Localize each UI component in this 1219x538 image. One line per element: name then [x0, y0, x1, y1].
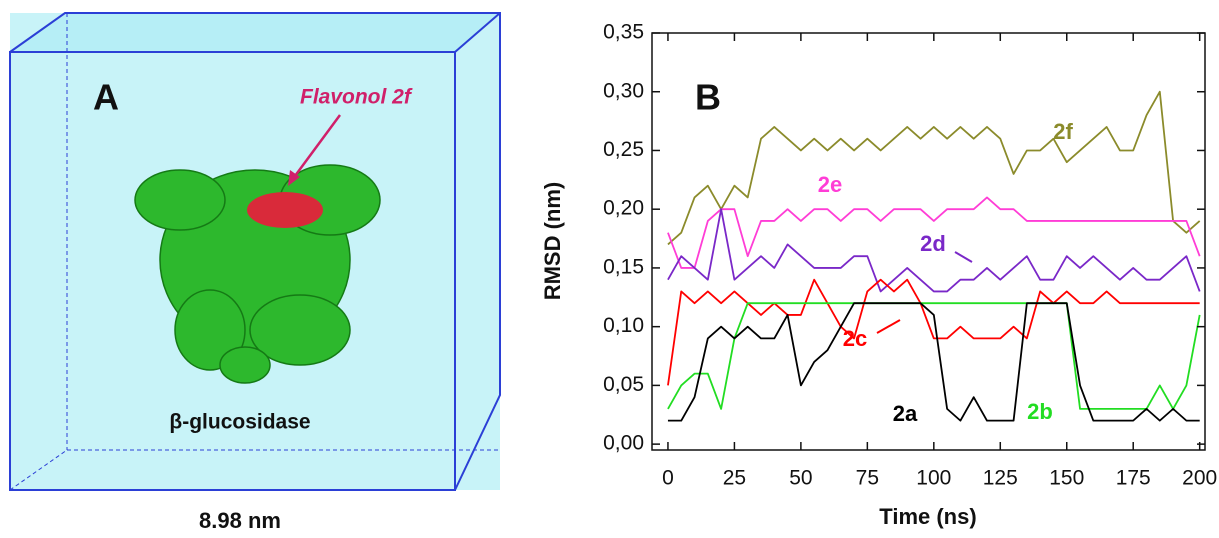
- series-line: [667, 302, 1201, 410]
- series-line: [667, 302, 1200, 422]
- series-label: 2f: [1053, 119, 1073, 144]
- arrow-head: [288, 170, 300, 186]
- ligand: [247, 192, 323, 228]
- series-line: [667, 90, 1201, 246]
- x-tick-label: 125: [983, 467, 1018, 490]
- protein: [134, 164, 381, 384]
- x-axis-label: Time (ns): [879, 504, 976, 529]
- plot-frame: [651, 32, 1206, 451]
- series-label: 2b: [1027, 399, 1053, 424]
- scale-label: 8.98 nm: [199, 508, 281, 533]
- series-label: 2a: [893, 401, 918, 426]
- series-line: [667, 196, 1201, 269]
- x-tick-label: 25: [723, 467, 746, 490]
- x-tick-label: 75: [856, 467, 879, 490]
- y-tick-label: 0,00: [603, 432, 644, 455]
- y-tick-label: 0,25: [603, 138, 644, 161]
- box-front: [9, 51, 456, 491]
- series-line: [667, 208, 1201, 293]
- y-tick-label: 0,10: [603, 314, 644, 337]
- box-edge: [454, 12, 501, 53]
- y-tick-label: 0,20: [603, 197, 644, 220]
- series-line: [667, 278, 1200, 386]
- x-tick-label: 175: [1116, 467, 1151, 490]
- series-label: 2c: [843, 326, 867, 351]
- arrow: [290, 114, 342, 181]
- box-top: [10, 13, 500, 52]
- plot-area: [667, 90, 1201, 422]
- panel-label: B: [695, 77, 721, 118]
- x-tick-label: 50: [789, 467, 812, 490]
- y-axis-label: RMSD (nm): [540, 182, 565, 301]
- label-arrow: [876, 319, 901, 334]
- box-edge: [9, 449, 68, 491]
- y-tick-label: 0,30: [603, 79, 644, 102]
- panel-a: A Flavonol 2f β-glucosidase 8.98 nm: [9, 12, 501, 533]
- series-label: 2e: [818, 172, 842, 197]
- protein-label: β-glucosidase: [169, 411, 310, 434]
- y-tick-label: 0,05: [603, 373, 644, 396]
- x-tick-label: 0: [662, 467, 674, 490]
- series-label: 2d: [920, 231, 946, 256]
- panel-label: A: [93, 77, 119, 118]
- x-tick-label: 100: [916, 467, 951, 490]
- y-tick-label: 0,35: [603, 21, 644, 44]
- panel-b: B Time (ns) RMSD (nm) 0,00 0,05 0,10 0,15 0,…: [540, 21, 1217, 529]
- x-tick-label: 200: [1182, 467, 1217, 490]
- annotation: Flavonol 2f: [300, 86, 413, 109]
- label-arrow: [954, 251, 973, 263]
- y-tick-label: 0,15: [603, 255, 644, 278]
- x-tick-label: 150: [1049, 467, 1084, 490]
